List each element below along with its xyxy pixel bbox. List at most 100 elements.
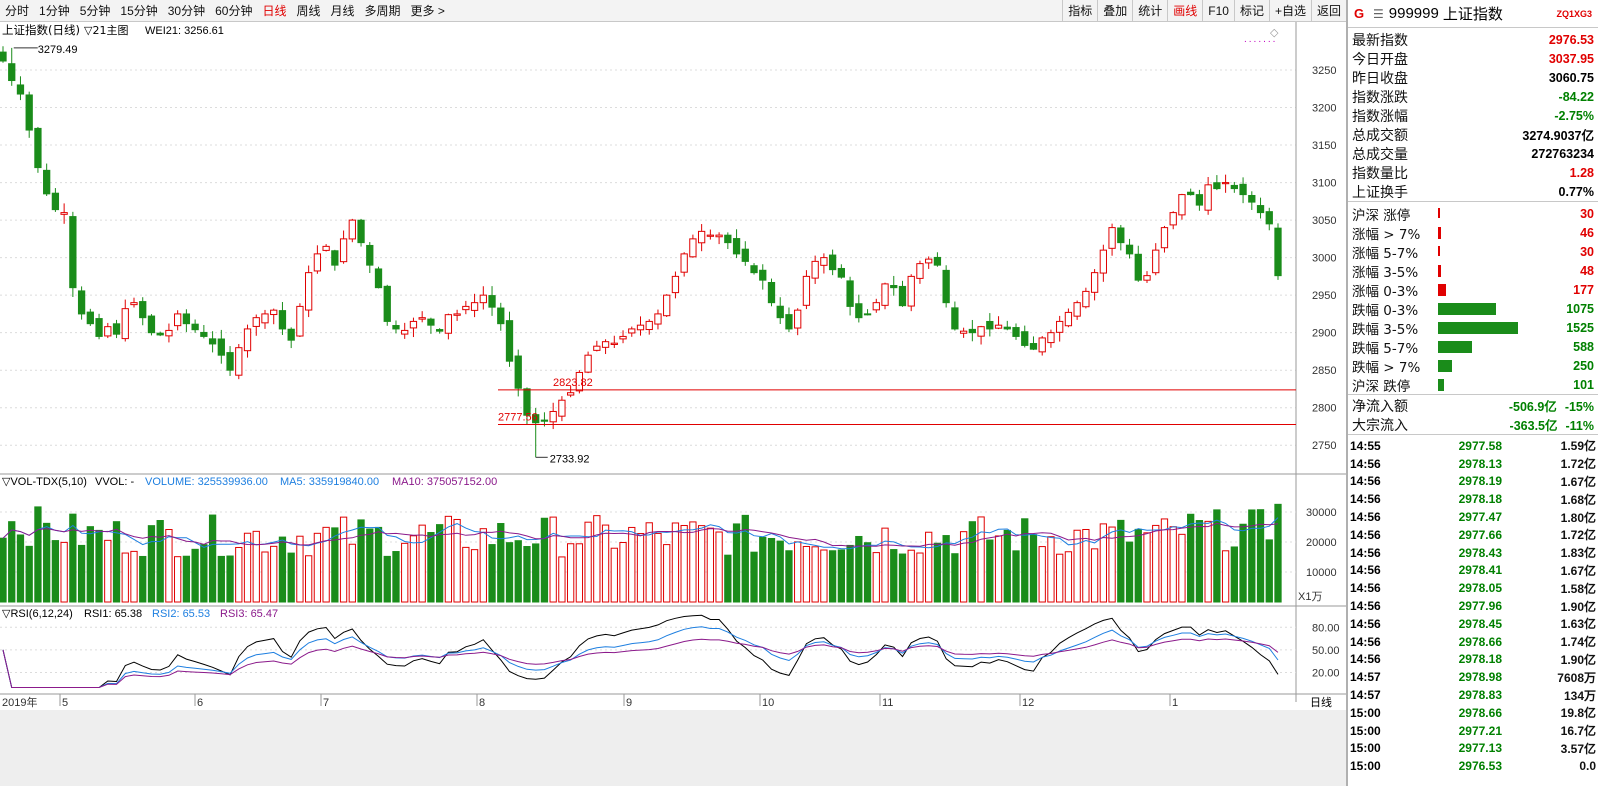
volume-bar — [1169, 526, 1177, 603]
quote-field-label: 总成交量 — [1352, 146, 1408, 163]
volume-legend-item: MA10: 375057152.00 — [392, 476, 497, 488]
breadth-bar-track — [1438, 283, 1550, 296]
rsi-legend-item[interactable]: ▽RSI(6,12,24) — [2, 608, 73, 620]
volume-bar — [427, 532, 435, 603]
candle-body — [1178, 194, 1186, 216]
candle-body — [890, 285, 898, 289]
period-tab-7[interactable]: 周线 — [296, 3, 321, 18]
kline-chart[interactable]: 3250 3200 3150 3100 3050 3000 2950 2900 2850 2800… — [0, 22, 1346, 786]
volume-bar — [566, 543, 575, 603]
tick-time: 14:56 — [1350, 599, 1381, 614]
volume-legend-item: VOLUME: 325539936.00 — [145, 476, 268, 488]
period-tab-2[interactable]: 5分钟 — [79, 3, 111, 18]
volume-bar — [645, 522, 653, 603]
breadth-row: 涨幅 > 7% 46 — [1348, 223, 1598, 243]
volume-bar — [200, 544, 208, 603]
flow-values: -363.5亿 -11% — [1510, 415, 1594, 434]
tick-time: 14:57 — [1350, 688, 1381, 703]
tick-row: 14:56 2977.47 1.80亿 — [1348, 508, 1598, 526]
candle-body — [1248, 194, 1256, 203]
volume-bar — [462, 546, 470, 603]
period-tab-8[interactable]: 月线 — [330, 3, 355, 18]
quote-field-value: -84.22 — [1558, 89, 1594, 104]
candle-body — [794, 309, 802, 329]
candle-body — [558, 399, 566, 417]
period-tab-3[interactable]: 15分钟 — [120, 3, 158, 18]
candle-body — [1047, 332, 1055, 344]
main-indicator-label[interactable]: ▽21主图 — [84, 24, 128, 37]
period-tab-10[interactable]: 更多 > — [410, 3, 445, 18]
candle-body — [77, 290, 86, 315]
quote-fields: 最新指数 2976.53 今日开盘 3037.95 昨日收盘 3060.75 指数涨跌 -84… — [1348, 28, 1598, 201]
candle-body — [34, 127, 42, 169]
tool-button-5[interactable]: 标记 — [1233, 0, 1269, 22]
quote-field-label: 总成交额 — [1352, 127, 1408, 144]
candle-body — [872, 302, 880, 311]
tick-volume: 0.0 — [1579, 759, 1596, 774]
candle-body — [566, 392, 575, 396]
volume-bar — [697, 525, 706, 603]
volume-bar — [8, 521, 16, 603]
tool-button-1[interactable]: 叠加 — [1097, 0, 1132, 22]
candle-body — [174, 313, 182, 327]
volume-bar — [191, 548, 199, 603]
volume-bar — [680, 524, 688, 603]
period-indicator[interactable]: 日线 — [1310, 695, 1332, 709]
volume-legend-item[interactable]: ▽VOL-TDX(5,10) — [2, 476, 87, 488]
candle-body — [933, 256, 942, 266]
breadth-label: 涨幅 0-3% — [1352, 283, 1419, 300]
candle-body — [217, 338, 225, 356]
quote-field-row: 总成交额 3274.9037亿 — [1348, 125, 1598, 144]
period-tab-6[interactable]: 日线 — [262, 3, 287, 18]
tick-list[interactable]: 14:55 2977.58 1.59亿 14:56 2978.13 1.72亿 14:56 2… — [1348, 434, 1598, 775]
tool-button-0[interactable]: 指标 — [1062, 0, 1097, 22]
candle-body — [287, 328, 295, 341]
volume-bar — [479, 528, 487, 603]
tool-button-3[interactable]: 画线 — [1167, 0, 1202, 22]
tick-volume: 1.67亿 — [1560, 563, 1596, 578]
period-tab-0[interactable]: 分时 — [5, 3, 30, 18]
tick-volume: 1.63亿 — [1560, 617, 1596, 632]
volume-bar — [1221, 550, 1230, 603]
menu-icon[interactable]: ☰ — [1373, 6, 1384, 21]
volume-bar — [43, 522, 51, 603]
tick-volume: 1.72亿 — [1560, 457, 1596, 472]
candle-body — [942, 269, 950, 304]
period-tab-4[interactable]: 30分钟 — [167, 3, 206, 18]
tick-price: 2978.83 — [1458, 688, 1502, 703]
volume-bar — [1090, 548, 1099, 603]
candle-body — [366, 244, 374, 266]
tick-volume: 134万 — [1563, 688, 1596, 703]
candle-body — [628, 328, 636, 334]
tool-button-2[interactable]: 统计 — [1132, 0, 1167, 22]
volume-bar — [1195, 520, 1204, 603]
tool-buttons: 指标 叠加 统计 画线 F10 标记 +自选 返回 — [1062, 0, 1346, 22]
rsi-tick-label: 20.00 — [1312, 667, 1340, 679]
quote-field-label: 上证换手 — [1352, 184, 1408, 201]
tick-row: 14:56 2977.96 1.90亿 — [1348, 597, 1598, 615]
tick-row: 14:56 2978.13 1.72亿 — [1348, 455, 1598, 473]
volume-bar — [235, 546, 243, 603]
period-tab-5[interactable]: 60分钟 — [215, 3, 253, 18]
period-tab-9[interactable]: 多周期 — [364, 3, 401, 18]
tool-button-4[interactable]: F10 — [1202, 0, 1234, 22]
expand-icon[interactable]: ◇ — [1270, 27, 1279, 39]
quote-field-row: 上证换手 0.77% — [1348, 182, 1598, 201]
candle-body — [741, 248, 749, 262]
volume-bar — [584, 521, 592, 603]
candle-body — [959, 330, 968, 334]
volume-bar — [1038, 546, 1046, 603]
tick-row: 15:00 2976.53 0.0 — [1348, 757, 1598, 775]
tool-button-6[interactable]: +自选 — [1268, 0, 1311, 22]
indicator-tab-strip[interactable] — [0, 710, 1346, 786]
volume-bar — [759, 536, 767, 603]
volume-tick-label: 20000 — [1306, 537, 1337, 549]
breadth-count: 48 — [1580, 263, 1594, 278]
candle-body — [243, 328, 252, 352]
candle-body — [1099, 249, 1107, 274]
xg-tag[interactable]: ZQ1XG3 — [1556, 8, 1592, 19]
tool-button-7[interactable]: 返回 — [1310, 0, 1346, 22]
candle-body — [1239, 183, 1247, 196]
period-tab-1[interactable]: 1分钟 — [39, 3, 70, 18]
